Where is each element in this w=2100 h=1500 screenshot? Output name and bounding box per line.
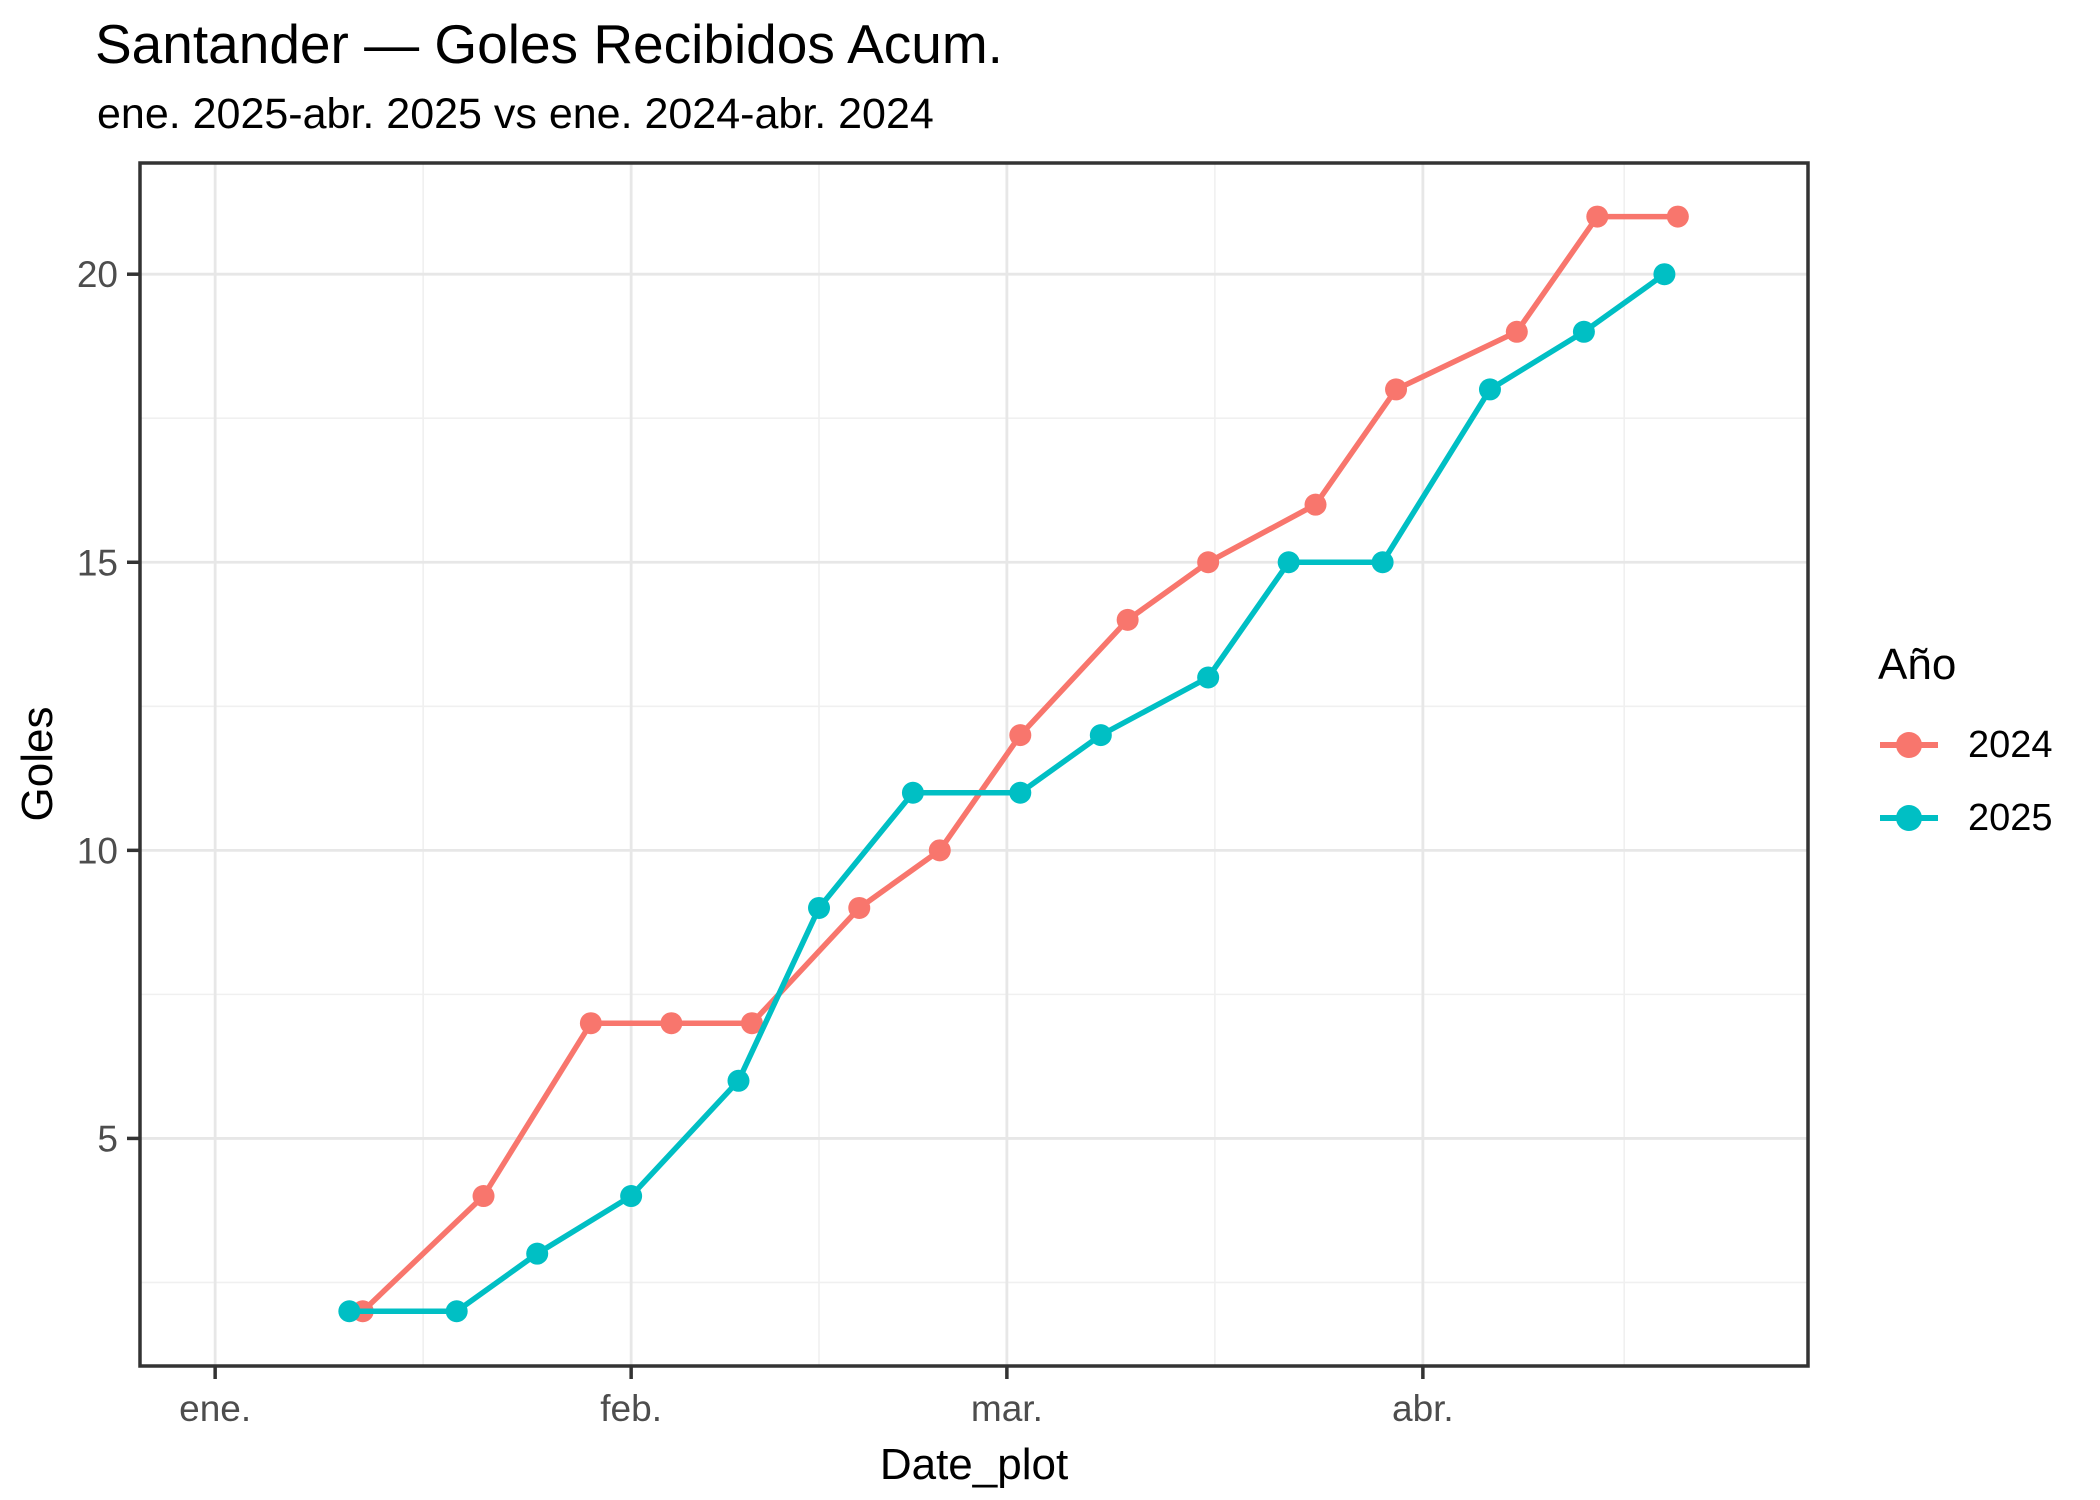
data-point-2025-02-01 (620, 1185, 643, 1208)
legend-entry-2024: 2024 (1878, 716, 2053, 774)
legend-entry-2025: 2025 (1878, 789, 2053, 847)
data-point-2025-03-02 (1009, 781, 1032, 804)
data-point-2024-02-18 (848, 896, 871, 919)
data-point-2025-03-16 (1197, 666, 1220, 689)
gridlines (140, 163, 1808, 1366)
y-tick-label-5: 5 (97, 1118, 118, 1159)
data-point-2025-03-08 (1089, 724, 1112, 747)
data-point-2025-04-06 (1478, 378, 1501, 401)
data-point-2025-03-22 (1277, 551, 1300, 574)
data-point-2024-03-02 (1009, 724, 1032, 747)
data-point-2024-02-24 (928, 839, 951, 862)
panel-border (138, 161, 1810, 1368)
chart-subtitle: ene. 2025-abr. 2025 vs ene. 2024-abr. 20… (97, 90, 934, 138)
axis-ticks (127, 272, 1425, 1379)
data-point-2024-02-10 (740, 1012, 763, 1035)
series-line-2024 (360, 213, 1681, 1315)
data-point-2024-04-08 (1505, 320, 1528, 343)
legend-label-2024: 2024 (1968, 723, 2053, 766)
data-point-2025-01-25 (526, 1242, 549, 1265)
data-point-2025-01-19 (445, 1300, 468, 1323)
data-point-2024-02-04 (660, 1012, 683, 1035)
data-point-2025-04-13 (1572, 320, 1595, 343)
y-axis-title: Goles (13, 706, 62, 822)
x-tick-label-feb.: feb. (600, 1388, 662, 1429)
data-point-2025-02-09 (727, 1069, 750, 1092)
data-point-2024-01-29 (579, 1012, 602, 1035)
x-tick-label-ene.: ene. (179, 1388, 251, 1429)
y-tick-label-10: 10 (77, 830, 118, 871)
data-point-2024-03-16 (1197, 551, 1220, 574)
data-point-2024-01-21 (472, 1185, 495, 1208)
x-tick-label-mar.: mar. (971, 1388, 1043, 1429)
legend-title: Año (1878, 640, 1957, 689)
data-point-2024-04-14 (1586, 205, 1609, 228)
chart-title: Santander — Goles Recibidos Acum. (95, 13, 1003, 75)
data-point-2024-03-24 (1304, 493, 1327, 516)
legend-label-2025: 2025 (1968, 796, 2053, 839)
data-point-2025-01-11 (338, 1300, 361, 1323)
data-point-2024-04-20 (1666, 205, 1689, 228)
legend-key-2024-icon (1880, 732, 1938, 758)
y-tick-label-15: 15 (77, 542, 118, 583)
axis-tick-labels: ene. feb. mar. abr. 5 10 15 20 (77, 254, 1454, 1429)
x-tick-label-abr.: abr. (1392, 1388, 1454, 1429)
data-point-2025-03-29 (1371, 551, 1394, 574)
panel-border-rect (138, 161, 1810, 1368)
series-lines (338, 205, 1689, 1323)
data-point-2025-02-22 (901, 781, 924, 804)
legend-key-2025-icon (1880, 805, 1938, 831)
y-tick-label-20: 20 (77, 254, 118, 295)
data-point-2024-03-10 (1116, 608, 1139, 631)
x-axis-title: Date_plot (879, 1440, 1069, 1489)
legend: Año 2024 2025 (1878, 640, 2053, 862)
data-point-2025-02-15 (808, 896, 831, 919)
data-point-2024-03-30 (1385, 378, 1408, 401)
data-point-2025-04-19 (1653, 263, 1676, 286)
